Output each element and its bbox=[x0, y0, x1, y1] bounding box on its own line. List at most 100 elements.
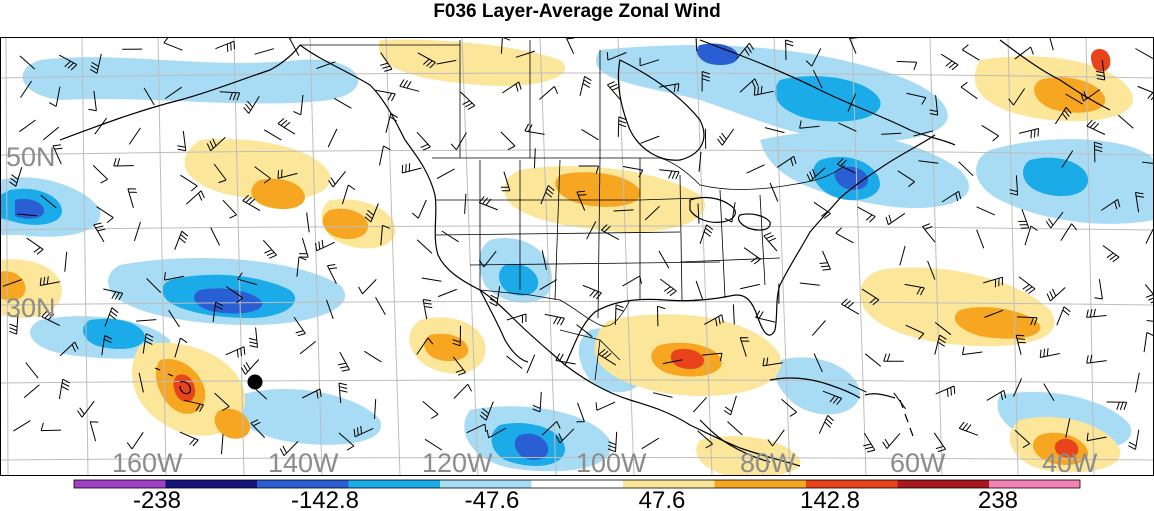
wind-barb bbox=[25, 362, 39, 379]
wind-barb bbox=[976, 229, 985, 249]
colorbar-label: -238 bbox=[133, 487, 181, 511]
wind-barb bbox=[64, 251, 68, 272]
wind-barb bbox=[48, 86, 61, 107]
wind-barb bbox=[77, 400, 95, 418]
wind-barb bbox=[524, 123, 545, 135]
wind-barb bbox=[576, 324, 593, 338]
wind-barb bbox=[19, 55, 36, 70]
wind-barb bbox=[506, 355, 523, 369]
wind-barb bbox=[515, 50, 536, 58]
wind-barb bbox=[882, 433, 901, 449]
wind-barb bbox=[221, 434, 224, 455]
wind-barb bbox=[799, 120, 820, 129]
wind-barb bbox=[755, 310, 776, 323]
wind-barb bbox=[702, 352, 723, 362]
wind-barb bbox=[739, 78, 759, 93]
wind-barb bbox=[769, 182, 779, 202]
wind-barb bbox=[582, 284, 602, 300]
wind-barb bbox=[960, 81, 978, 100]
wind-barb bbox=[541, 421, 561, 436]
wind-barb bbox=[489, 286, 501, 307]
wind-barb bbox=[541, 250, 547, 270]
wind-barb bbox=[58, 378, 71, 400]
wind-barb bbox=[293, 316, 306, 337]
wind-barb bbox=[1065, 93, 1083, 105]
wind-barb bbox=[913, 130, 934, 137]
wind-barb bbox=[732, 304, 735, 325]
wind-barb bbox=[326, 264, 338, 284]
wind-barb bbox=[614, 304, 624, 325]
colorbar-swatch bbox=[714, 480, 806, 488]
wind-barb bbox=[506, 313, 527, 324]
wind-barb bbox=[544, 313, 565, 326]
wind-barb bbox=[1054, 106, 1072, 125]
wind-barb bbox=[277, 118, 296, 135]
wind-barb bbox=[657, 305, 666, 327]
wind-barb bbox=[279, 441, 299, 457]
wind-barb bbox=[837, 158, 856, 174]
wind-barb bbox=[857, 206, 876, 223]
wind-barb bbox=[659, 169, 680, 180]
wind-barb bbox=[961, 44, 980, 61]
wind-barb bbox=[174, 230, 189, 250]
wind-barb bbox=[1009, 175, 1019, 196]
wind-barb bbox=[662, 359, 683, 365]
wind-barb bbox=[416, 131, 431, 151]
wind-barb bbox=[641, 437, 660, 450]
wind-barb bbox=[763, 232, 778, 252]
wind-barb bbox=[213, 163, 227, 184]
wind-barb bbox=[981, 124, 1000, 142]
wind-barb bbox=[904, 283, 925, 296]
wind-barb bbox=[1102, 245, 1120, 263]
wind-barb bbox=[933, 432, 947, 453]
wind-barb bbox=[168, 309, 180, 328]
wind-barb bbox=[1086, 354, 1107, 364]
wind-barb bbox=[940, 53, 959, 71]
colorbar-label: 142.8 bbox=[800, 487, 860, 511]
wind-barb bbox=[1018, 128, 1039, 139]
wind-barb bbox=[727, 421, 743, 436]
wind-barb bbox=[453, 383, 472, 399]
wind-barb bbox=[934, 322, 952, 336]
wind-barb bbox=[9, 167, 23, 187]
wind-barb bbox=[1039, 348, 1060, 358]
wind-barb bbox=[248, 327, 258, 348]
wind-barb bbox=[380, 224, 391, 246]
wind-barb bbox=[316, 61, 336, 69]
wind-barb bbox=[126, 432, 144, 450]
colorbar-swatch bbox=[74, 480, 166, 488]
wind-barb bbox=[863, 432, 876, 453]
wind-barb bbox=[697, 203, 700, 224]
wind-barb bbox=[143, 87, 155, 106]
wind-barb bbox=[622, 275, 642, 287]
wind-barb bbox=[740, 283, 760, 290]
wind-barb bbox=[818, 415, 834, 434]
wind-barb bbox=[905, 324, 925, 340]
wind-barb bbox=[1049, 37, 1054, 51]
wind-barb bbox=[1065, 418, 1071, 438]
wind-barb bbox=[103, 288, 124, 301]
wind-barb bbox=[1135, 372, 1140, 393]
wind-barb bbox=[958, 421, 979, 436]
wind-barb bbox=[958, 161, 974, 177]
wind-barb bbox=[934, 334, 947, 355]
wind-barb bbox=[526, 354, 536, 374]
wind-barb bbox=[89, 421, 99, 442]
wind-barb bbox=[464, 193, 467, 214]
wind-barb bbox=[899, 245, 906, 266]
wind-barb bbox=[555, 353, 576, 365]
wind-barb bbox=[1060, 223, 1078, 241]
wind-barb bbox=[20, 80, 33, 98]
wind-barb bbox=[254, 48, 275, 55]
wind-barb bbox=[1014, 46, 1034, 60]
wind-barb bbox=[695, 37, 698, 52]
wind-barb bbox=[466, 423, 487, 434]
colorbar-swatch bbox=[440, 480, 532, 488]
wind-barb bbox=[452, 325, 461, 347]
wind-barb bbox=[436, 168, 455, 180]
colorbar-swatch bbox=[257, 480, 349, 488]
wind-barb bbox=[1046, 287, 1066, 302]
wind-barb bbox=[486, 427, 507, 439]
wind-barb bbox=[576, 190, 587, 211]
wind-barb bbox=[215, 40, 235, 52]
